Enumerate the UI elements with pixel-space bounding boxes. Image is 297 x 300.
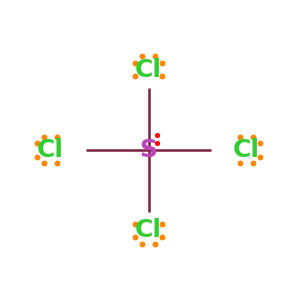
Point [42, 134, 46, 139]
Point [133, 74, 138, 79]
Point [159, 74, 164, 79]
Text: Cl: Cl [37, 138, 64, 162]
Point [238, 134, 242, 139]
Point [154, 140, 159, 145]
Point [251, 161, 255, 166]
Text: Cl: Cl [135, 218, 162, 242]
Point [238, 161, 242, 166]
Point [153, 54, 157, 59]
Point [133, 61, 138, 66]
Text: S: S [140, 138, 157, 162]
Point [55, 134, 59, 139]
Text: Cl: Cl [233, 138, 260, 162]
Point [35, 154, 40, 159]
Point [153, 241, 157, 246]
Point [140, 241, 144, 246]
Point [42, 161, 46, 166]
Point [257, 154, 262, 159]
Point [159, 61, 164, 66]
Point [257, 141, 262, 146]
Point [251, 134, 255, 139]
Point [133, 234, 138, 239]
Point [154, 132, 159, 137]
Point [55, 161, 59, 166]
Point [159, 234, 164, 239]
Point [133, 221, 138, 226]
Point [159, 221, 164, 226]
Point [35, 141, 40, 146]
Point [140, 54, 144, 59]
Text: Cl: Cl [135, 58, 162, 82]
